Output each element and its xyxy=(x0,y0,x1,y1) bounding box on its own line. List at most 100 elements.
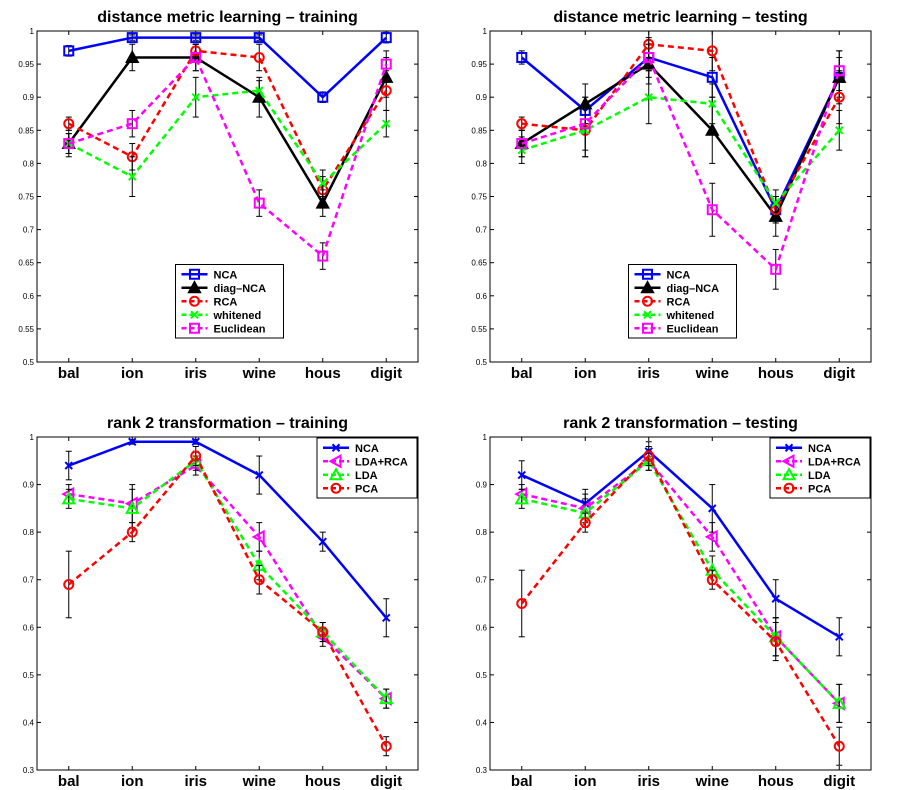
x-tick-label: wine xyxy=(695,773,729,790)
chart-title: rank 2 transformation – testing xyxy=(563,415,798,432)
y-tick-label: 0.8 xyxy=(476,159,488,168)
y-tick-label: 0.85 xyxy=(18,126,34,135)
data-point xyxy=(126,118,138,130)
legend-label: whitened xyxy=(666,310,715,322)
y-tick-label: 0.5 xyxy=(476,358,488,367)
data-point xyxy=(191,92,200,102)
legend-marker xyxy=(642,268,653,280)
data-point xyxy=(191,437,200,446)
series-pca xyxy=(516,446,845,766)
series-nca xyxy=(64,437,391,638)
legend-label: PCA xyxy=(355,483,378,495)
y-tick-label: 0.55 xyxy=(471,325,487,334)
data-point xyxy=(61,491,76,505)
x-tick-label: bal xyxy=(58,773,80,790)
data-point xyxy=(516,138,528,150)
y-tick-label: 1 xyxy=(483,433,488,442)
y-tick-label: 0.75 xyxy=(471,193,487,202)
y-tick-label: 0.3 xyxy=(476,766,488,775)
data-point xyxy=(255,470,264,480)
x-tick-label: bal xyxy=(58,365,80,382)
series-line xyxy=(67,453,388,747)
data-point xyxy=(382,613,391,622)
x-tick-label: hous xyxy=(758,773,794,790)
y-tick-label: 0.6 xyxy=(476,292,488,301)
legend-marker xyxy=(189,268,200,280)
y-tick-label: 0.9 xyxy=(23,481,35,490)
series-whitened xyxy=(517,70,844,217)
data-point xyxy=(253,51,265,63)
y-tick-label: 1 xyxy=(30,433,35,442)
data-point xyxy=(771,198,780,208)
data-point xyxy=(253,32,265,44)
data-point xyxy=(317,250,329,262)
y-tick-label: 0.9 xyxy=(23,93,35,102)
y-tick-label: 0.9 xyxy=(476,93,488,102)
legend-label: whitened xyxy=(213,310,262,322)
y-tick-label: 1 xyxy=(30,27,35,36)
series-line xyxy=(521,95,841,206)
data-point xyxy=(644,92,653,102)
x-tick-label: hous xyxy=(758,365,794,382)
y-tick-label: 0.75 xyxy=(18,193,34,202)
chart-panel-train-metric: distance metric learning – training 0.5 0.… xyxy=(18,9,419,382)
x-tick-label: iris xyxy=(637,773,660,790)
data-point xyxy=(514,491,529,505)
y-tick-label: 0.6 xyxy=(23,292,35,301)
y-tick-label: 0.5 xyxy=(23,671,35,680)
legend-marker xyxy=(781,454,795,469)
data-point xyxy=(318,179,327,188)
x-tick-label: iris xyxy=(184,773,207,790)
data-point xyxy=(128,437,137,446)
series-rca xyxy=(516,30,845,224)
x-tick-label: digit xyxy=(370,773,402,790)
data-point xyxy=(63,45,75,57)
data-point xyxy=(708,99,717,109)
data-point xyxy=(255,86,264,95)
data-point xyxy=(833,65,845,77)
series-pca xyxy=(63,446,392,757)
data-point xyxy=(771,594,780,603)
series-whitened xyxy=(64,76,391,197)
series-line xyxy=(521,459,841,705)
data-point xyxy=(128,172,137,181)
data-point xyxy=(833,91,845,103)
data-point xyxy=(643,450,655,462)
legend-label: NCA xyxy=(808,443,832,455)
series-line xyxy=(521,55,841,272)
data-point xyxy=(317,91,329,103)
data-point xyxy=(64,461,73,470)
y-tick-label: 0.8 xyxy=(23,159,35,168)
series-line xyxy=(68,458,388,700)
series-line xyxy=(520,56,841,213)
x-tick-label: digit xyxy=(823,365,855,382)
legend-marker xyxy=(189,322,200,334)
plot-area xyxy=(489,436,872,771)
chart-panel-test-rank2: rank 2 transformation – testing 0.3 0.4 0.5… xyxy=(476,415,872,790)
series-nca xyxy=(63,31,392,103)
y-tick-label: 0.9 xyxy=(476,481,488,490)
legend-marker xyxy=(328,467,344,481)
legend-label: diag–NCA xyxy=(214,283,267,295)
chart-panel-test-metric: distance metric learning – testing 0.5 0.5… xyxy=(471,9,872,382)
legend-label: LDA xyxy=(355,470,378,482)
data-point xyxy=(253,197,265,209)
x-tick-label: digit xyxy=(370,365,402,382)
data-point xyxy=(770,636,782,648)
chart-title: distance metric learning – testing xyxy=(553,9,807,26)
data-point xyxy=(126,32,138,44)
legend-label: Euclidean xyxy=(667,323,719,335)
legend-label: PCA xyxy=(808,483,831,495)
x-tick-label: wine xyxy=(695,365,729,382)
series-euclidean xyxy=(516,37,845,290)
x-tick-label: wine xyxy=(242,365,276,382)
y-tick-label: 0.5 xyxy=(23,358,35,367)
legend-marker xyxy=(781,467,797,481)
data-point xyxy=(318,537,327,546)
series-line xyxy=(68,36,388,99)
legend-marker xyxy=(187,280,202,294)
legend-marker xyxy=(642,322,653,334)
legend-marker xyxy=(331,443,341,452)
